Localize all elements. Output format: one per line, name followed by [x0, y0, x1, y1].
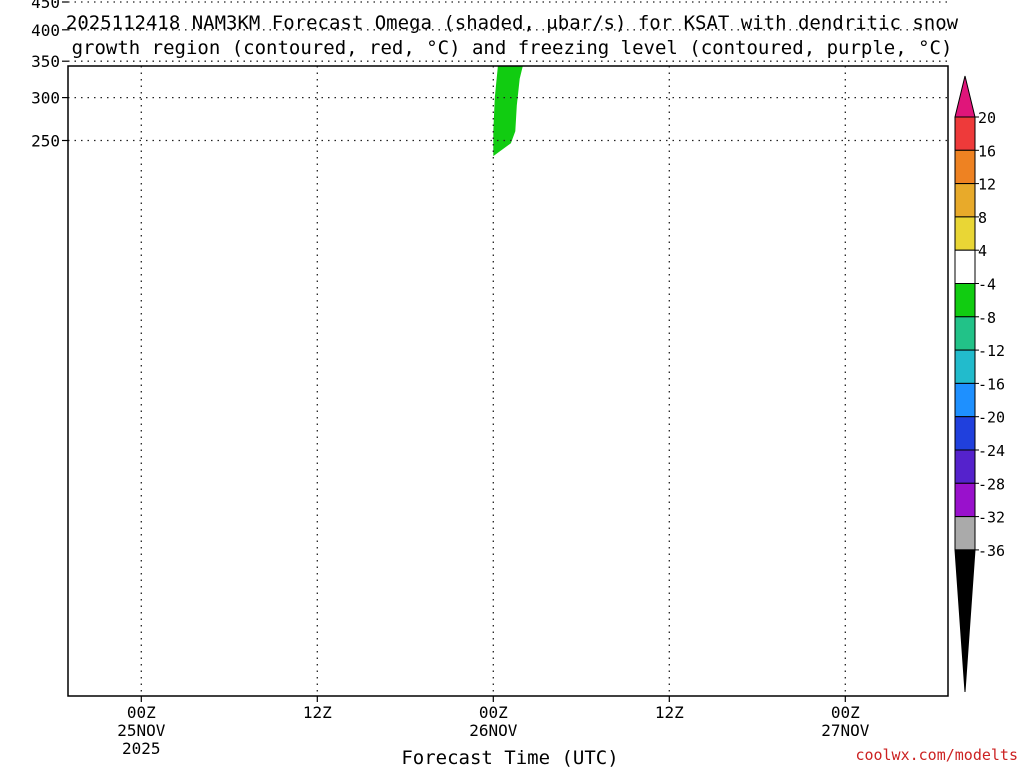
y-tick-label-450: 450	[31, 0, 60, 12]
x-tick-label-h24-line2: 26NOV	[469, 721, 518, 740]
colorbar-label-16: 16	[978, 142, 996, 160]
x-axis-title: Forecast Time (UTC)	[401, 747, 618, 768]
colorbar-bin-12-to-16	[954, 149, 976, 185]
colorbar-bin-8-to-12	[954, 183, 976, 218]
y-axis: 2503003504004505005506006507007508008509…	[31, 0, 68, 151]
colorbar-bin-16-to-20	[954, 116, 976, 151]
colorbar: 20 16 12 8 4 -4 -8 -12 -16 -20 -24 -28 -32 -36	[954, 75, 1005, 693]
colorbar-over-arrow	[954, 75, 976, 118]
x-tick-label-h48-line1: 00Z	[831, 703, 860, 722]
colorbar-label--8: -8	[978, 309, 996, 327]
x-tick-label-h24-line1: 00Z	[479, 703, 508, 722]
colorbar-label-8: 8	[978, 209, 987, 227]
x-tick-label-h12-line1: 12Z	[303, 703, 332, 722]
x-tick-label-h0-line1: 00Z	[127, 703, 156, 722]
chart-title-line2: growth region (contoured, red, °C) and f…	[72, 37, 953, 59]
contour-label-bg-minus18-isotherm-2	[765, 0, 793, 4]
colorbar-bin--24-to--20	[954, 416, 976, 451]
colorbar-label--36: -36	[978, 542, 1005, 560]
colorbar-label-20: 20	[978, 109, 996, 127]
colorbar-label--16: -16	[978, 375, 1005, 393]
colorbar-bin--36-to--32	[954, 516, 976, 551]
omega-shading-layer	[493, 66, 523, 157]
y-tick-label-350: 350	[31, 52, 60, 71]
omega-upper-green-plume	[493, 66, 523, 157]
colorbar-label--4: -4	[978, 276, 996, 294]
plot-frame	[67, 65, 949, 697]
x-tick-label-h48-line2: 27NOV	[821, 721, 870, 740]
colorbar-bin--16-to--12	[954, 349, 976, 384]
y-tick-label-250: 250	[31, 132, 60, 151]
colorbar-bin--28-to--24	[954, 449, 976, 484]
colorbar-bin--12-to--8	[954, 316, 976, 351]
credit-text: coolwx.com/modelts	[855, 746, 1018, 764]
colorbar-label-4: 4	[978, 242, 987, 260]
colorbar-label-12: 12	[978, 176, 996, 194]
x-tick-label-h0-line2: 25NOV	[117, 721, 166, 740]
grid-layer	[68, 1, 948, 696]
x-tick-label-h0-line3: 2025	[122, 739, 161, 758]
colorbar-bin--20-to--16	[954, 382, 976, 418]
y-tick-label-400: 400	[31, 21, 60, 40]
colorbar-label--28: -28	[978, 475, 1005, 493]
colorbar-under-arrow	[954, 549, 976, 693]
colorbar-bin--32-to--28	[954, 482, 976, 518]
contour-label-minus18-isotherm-2: -18	[768, 0, 792, 6]
colorbar-bin--8-to--4	[954, 283, 976, 318]
y-tick-label-300: 300	[31, 89, 60, 108]
colorbar-label--20: -20	[978, 409, 1005, 427]
colorbar-label--32: -32	[978, 509, 1005, 527]
chart-title-line1: 2025112418 NAM3KM Forecast Omega (shaded…	[66, 12, 959, 34]
x-tick-label-h36-line1: 12Z	[655, 703, 684, 722]
colorbar-label--12: -12	[978, 342, 1005, 360]
colorbar-bin-4-to-8	[954, 216, 976, 251]
colorbar-label--24: -24	[978, 442, 1005, 460]
colorbar-bin--4-to-4	[954, 249, 976, 284]
